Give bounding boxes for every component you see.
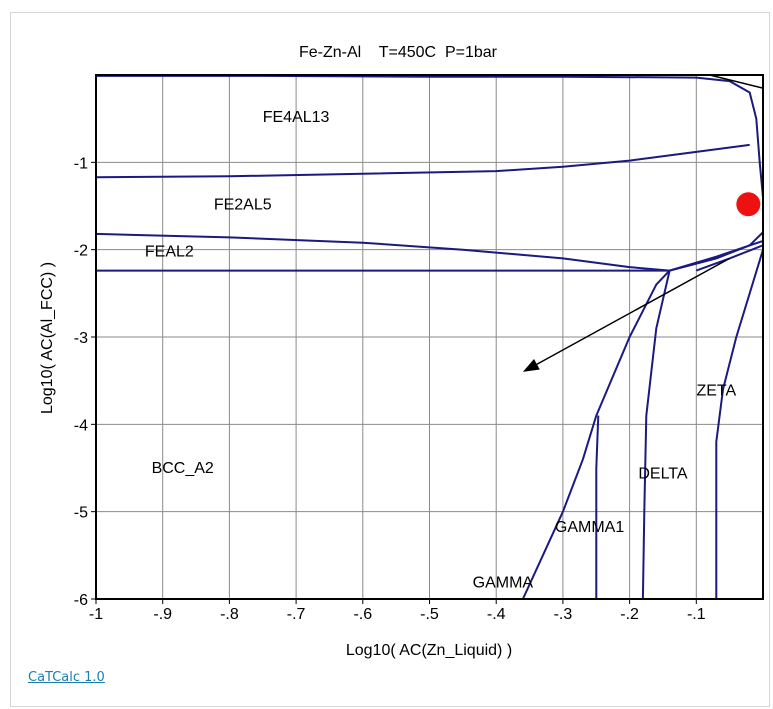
y-tick-label: -4 xyxy=(74,417,88,434)
phase-label: GAMMA1 xyxy=(555,519,624,536)
y-tick-label: -3 xyxy=(74,330,88,347)
x-axis-label: Log10( AC(Zn_Liquid) ) xyxy=(346,642,512,659)
x-tick-label: -.3 xyxy=(554,606,573,623)
state-marker xyxy=(736,192,761,217)
phase-boundary-line xyxy=(521,269,671,600)
phase-label: DELTA xyxy=(638,465,688,482)
catcalc-link[interactable]: CaTCalc 1.0 xyxy=(28,670,105,685)
chart-title: Fe-Zn-Al T=450C P=1bar xyxy=(299,44,498,61)
x-tick-label: -.6 xyxy=(353,606,372,623)
phase-boundary-line xyxy=(715,249,764,599)
y-tick-label: -5 xyxy=(74,505,88,522)
x-tick-label: -.7 xyxy=(287,606,306,623)
x-tick-label: -.1 xyxy=(687,606,706,623)
phase-label: FE2AL5 xyxy=(214,196,272,213)
phase-label: GAMMA xyxy=(473,575,534,592)
phase-boundary-line xyxy=(695,244,764,272)
phase-label: ZETA xyxy=(696,383,736,400)
x-tick-label: -.8 xyxy=(220,606,239,623)
y-tick-label: -6 xyxy=(74,592,88,609)
phase-label: FE4AL13 xyxy=(263,109,330,126)
chart-frame xyxy=(10,12,770,707)
phase-boundaries xyxy=(95,74,764,600)
corner-boundary-line xyxy=(709,74,764,89)
x-tick-label: -.9 xyxy=(153,606,172,623)
direction-arrow-head xyxy=(522,358,540,372)
x-tick-label: -1 xyxy=(89,606,103,623)
annotations xyxy=(522,192,761,372)
phase-labels: FE4AL13 FE2AL5 FEAL2 BCC_A2 ZETA DELTA GAMMA1 G… xyxy=(145,109,737,591)
phase-label: BCC_A2 xyxy=(152,460,214,477)
phase-boundary-line xyxy=(96,74,764,198)
grid-lines xyxy=(96,75,763,599)
phase-boundary-line xyxy=(669,231,764,272)
axis-ticks: -1 -.9 -.8 -.7 -.6 -.5 -.4 -.3 -.2 -.1 -1 -2 -3 -4 -5 -… xyxy=(74,155,706,623)
phase-boundary-line xyxy=(641,270,671,600)
x-tick-label: -.4 xyxy=(487,606,506,623)
direction-arrow-line xyxy=(536,257,731,365)
phase-label: FEAL2 xyxy=(145,244,194,261)
y-axis-label: Log10( AC(Al_FCC) ) xyxy=(39,262,56,414)
y-tick-label: -1 xyxy=(74,155,88,172)
x-tick-label: -.2 xyxy=(620,606,639,623)
plot-border xyxy=(95,74,764,600)
x-tick-label: -.5 xyxy=(420,606,439,623)
phase-boundary-line xyxy=(95,143,750,179)
y-tick-label: -2 xyxy=(74,243,88,260)
phase-boundary-line xyxy=(95,232,764,272)
phase-boundary-line xyxy=(595,415,600,599)
